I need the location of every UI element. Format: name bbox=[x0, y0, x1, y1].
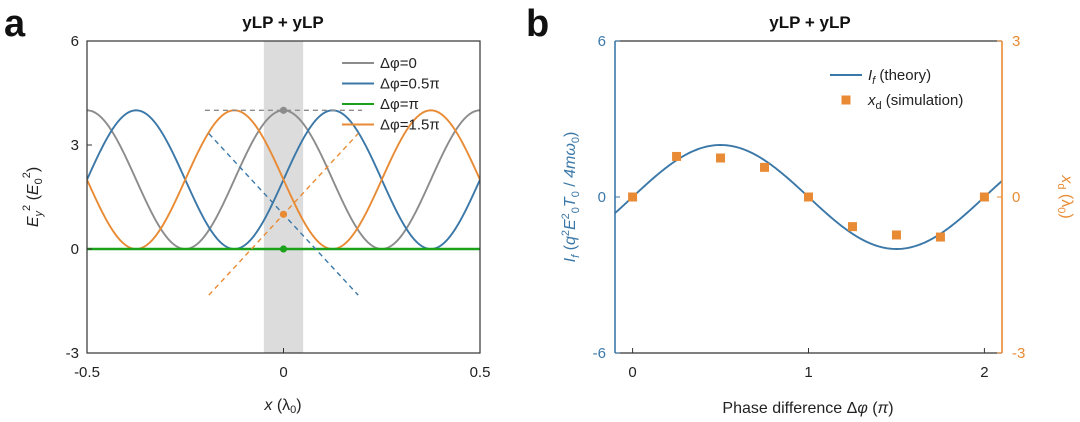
ytick-left-label: 0 bbox=[598, 189, 606, 206]
xtick-label: 1 bbox=[804, 364, 812, 381]
xtick-label: 0 bbox=[279, 364, 287, 381]
shaded-band bbox=[263, 41, 304, 353]
legend-entry-simulation: xd (simulation) bbox=[867, 92, 963, 112]
panel-a-ticks: -0.5 0 0.5 -3 0 3 6 bbox=[66, 33, 491, 381]
simulation-point bbox=[804, 192, 813, 202]
panel-b-ticks: 0 1 2 -6 0 6 -3 0 3 bbox=[593, 33, 1026, 381]
panel-b-ylabel-left: If (q2E20T0 / 4mω0) bbox=[560, 132, 582, 263]
xtick-label: 0.5 bbox=[470, 364, 491, 381]
ytick-right-label: 3 bbox=[1012, 33, 1020, 50]
simulation-point bbox=[979, 192, 989, 202]
xtick-label: -0.5 bbox=[74, 364, 100, 381]
simulation-point bbox=[760, 162, 770, 172]
panel-b-legend: If (theory) xd (simulation) bbox=[830, 67, 963, 112]
point-1 bbox=[279, 210, 288, 218]
ytick-label: 0 bbox=[71, 241, 79, 258]
ytick-right-label: 0 bbox=[1012, 189, 1020, 206]
ytick-left-label: 6 bbox=[598, 33, 606, 50]
legend-entry: Δφ=0.5π bbox=[380, 76, 440, 93]
legend-entry: Δφ=1.5π bbox=[380, 117, 440, 134]
simulation-point bbox=[935, 232, 945, 242]
xtick-label: 2 bbox=[980, 364, 988, 381]
simulation-point bbox=[672, 151, 682, 161]
ytick-right-label: -3 bbox=[1012, 345, 1025, 362]
ytick-label: 6 bbox=[71, 33, 79, 50]
xtick-label: 0 bbox=[628, 364, 636, 381]
ytick-label: 3 bbox=[71, 137, 79, 154]
panel-a-label: a bbox=[4, 3, 26, 45]
ytick-label: -3 bbox=[66, 345, 79, 362]
panel-a-legend: Δφ=0 Δφ=0.5π Δφ=π Δφ=1.5π bbox=[342, 55, 440, 134]
ytick-left-label: -6 bbox=[593, 345, 606, 362]
point-2 bbox=[279, 245, 288, 253]
curve-3 bbox=[87, 109, 480, 250]
panel-a-points bbox=[279, 106, 288, 253]
legend-entry-theory: If (theory) bbox=[868, 67, 931, 87]
legend-swatch-simulation bbox=[841, 95, 851, 105]
panel-b-title: yLP + yLP bbox=[769, 13, 850, 32]
simulation-point bbox=[847, 222, 857, 232]
panel-b-simulation-points bbox=[628, 151, 989, 242]
panel-a-ylabel: Ey2 (E02) bbox=[21, 167, 45, 227]
panel-b-ylabel-right: xd (λ0) bbox=[1055, 174, 1075, 218]
panel-a-shaded-band bbox=[263, 41, 304, 353]
panel-b-xlabel: Phase difference Δφ (π) bbox=[722, 400, 893, 417]
panel-b-label: b bbox=[526, 3, 549, 45]
point-0 bbox=[279, 106, 288, 114]
panel-a-xlabel: x (λ0) bbox=[263, 397, 301, 416]
legend-entry: Δφ=0 bbox=[380, 55, 417, 72]
legend-entry: Δφ=π bbox=[380, 96, 419, 113]
panel-a-title: yLP + yLP bbox=[242, 13, 323, 32]
simulation-point bbox=[716, 153, 726, 163]
simulation-point bbox=[891, 230, 901, 240]
simulation-point bbox=[628, 192, 638, 202]
